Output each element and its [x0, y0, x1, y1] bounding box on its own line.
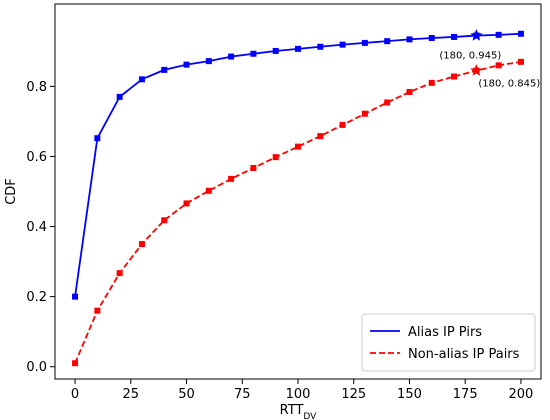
x-tick-label: 50 [178, 387, 195, 402]
x-tick-label: 75 [234, 387, 251, 402]
y-axis-label: CDF [4, 178, 19, 205]
data-point [361, 110, 368, 117]
series-line-2 [74, 60, 522, 364]
x-axis-label: RTTDV [280, 403, 318, 420]
data-point [495, 31, 502, 38]
data-point [384, 38, 391, 45]
data-point [138, 76, 145, 83]
data-point [161, 217, 168, 224]
data-point [339, 41, 346, 48]
highlight-star [470, 29, 483, 41]
data-point [317, 43, 324, 50]
data-point [183, 200, 190, 207]
data-point [406, 36, 413, 43]
x-tick-label: 150 [397, 387, 422, 402]
data-point [138, 241, 145, 248]
data-point [205, 58, 212, 65]
y-tick-label: 0.4 [26, 220, 47, 235]
legend-box [361, 313, 536, 372]
series-line-1 [74, 32, 521, 297]
data-point [116, 270, 123, 277]
data-point [517, 30, 524, 37]
data-point [228, 53, 235, 60]
annotation-label: (180, 0.845) [478, 79, 540, 90]
data-point [517, 58, 524, 65]
legend-label: Alias IP Pirs [408, 325, 482, 340]
data-point [94, 307, 101, 314]
data-point [94, 135, 101, 142]
data-point [406, 88, 413, 95]
x-tick-label: 100 [286, 387, 311, 402]
data-point [205, 187, 212, 194]
x-tick-label: 125 [341, 387, 366, 402]
data-point [428, 35, 435, 41]
data-point [451, 73, 458, 80]
plot-area [72, 30, 524, 367]
x-tick-label: 0 [71, 387, 79, 402]
legend-label: Non-alias IP Pairs [408, 347, 520, 362]
data-point [72, 293, 79, 300]
data-point [272, 47, 279, 54]
y-tick-label: 0.8 [26, 80, 47, 95]
series-1 [72, 30, 524, 300]
data-point [161, 66, 168, 73]
data-point [361, 39, 368, 46]
y-tick-label: 0.0 [26, 360, 47, 375]
annotation-label: (180, 0.945) [439, 51, 501, 62]
x-tick-label: 175 [453, 387, 478, 402]
data-point [295, 143, 301, 150]
data-point [451, 33, 458, 40]
y-tick-label: 0.6 [26, 150, 47, 165]
data-point [116, 93, 123, 100]
data-point [317, 133, 324, 140]
x-tick-label: 200 [509, 387, 534, 402]
series-2 [72, 58, 524, 367]
data-point [228, 175, 235, 182]
y-tick-label: 0.2 [26, 290, 47, 305]
data-point [250, 50, 257, 57]
data-point [384, 99, 391, 106]
data-point [250, 165, 257, 172]
data-point [72, 360, 79, 367]
axes: 0 25 50 75 100 125 150 175 200 0.0 0.2 0.4 0.6 0.8 RTT… [4, 3, 542, 420]
data-point [339, 121, 346, 128]
data-point [295, 45, 301, 52]
legend: Alias IP Pirs Non-alias IP Pairs [361, 313, 536, 372]
data-point [428, 79, 435, 86]
x-tick-label: 25 [123, 387, 140, 402]
data-point [183, 61, 190, 68]
highlight-star [470, 64, 483, 76]
data-point [495, 62, 502, 69]
data-point [272, 154, 279, 161]
annotations: (180, 0.945) (180, 0.845) [439, 29, 540, 90]
